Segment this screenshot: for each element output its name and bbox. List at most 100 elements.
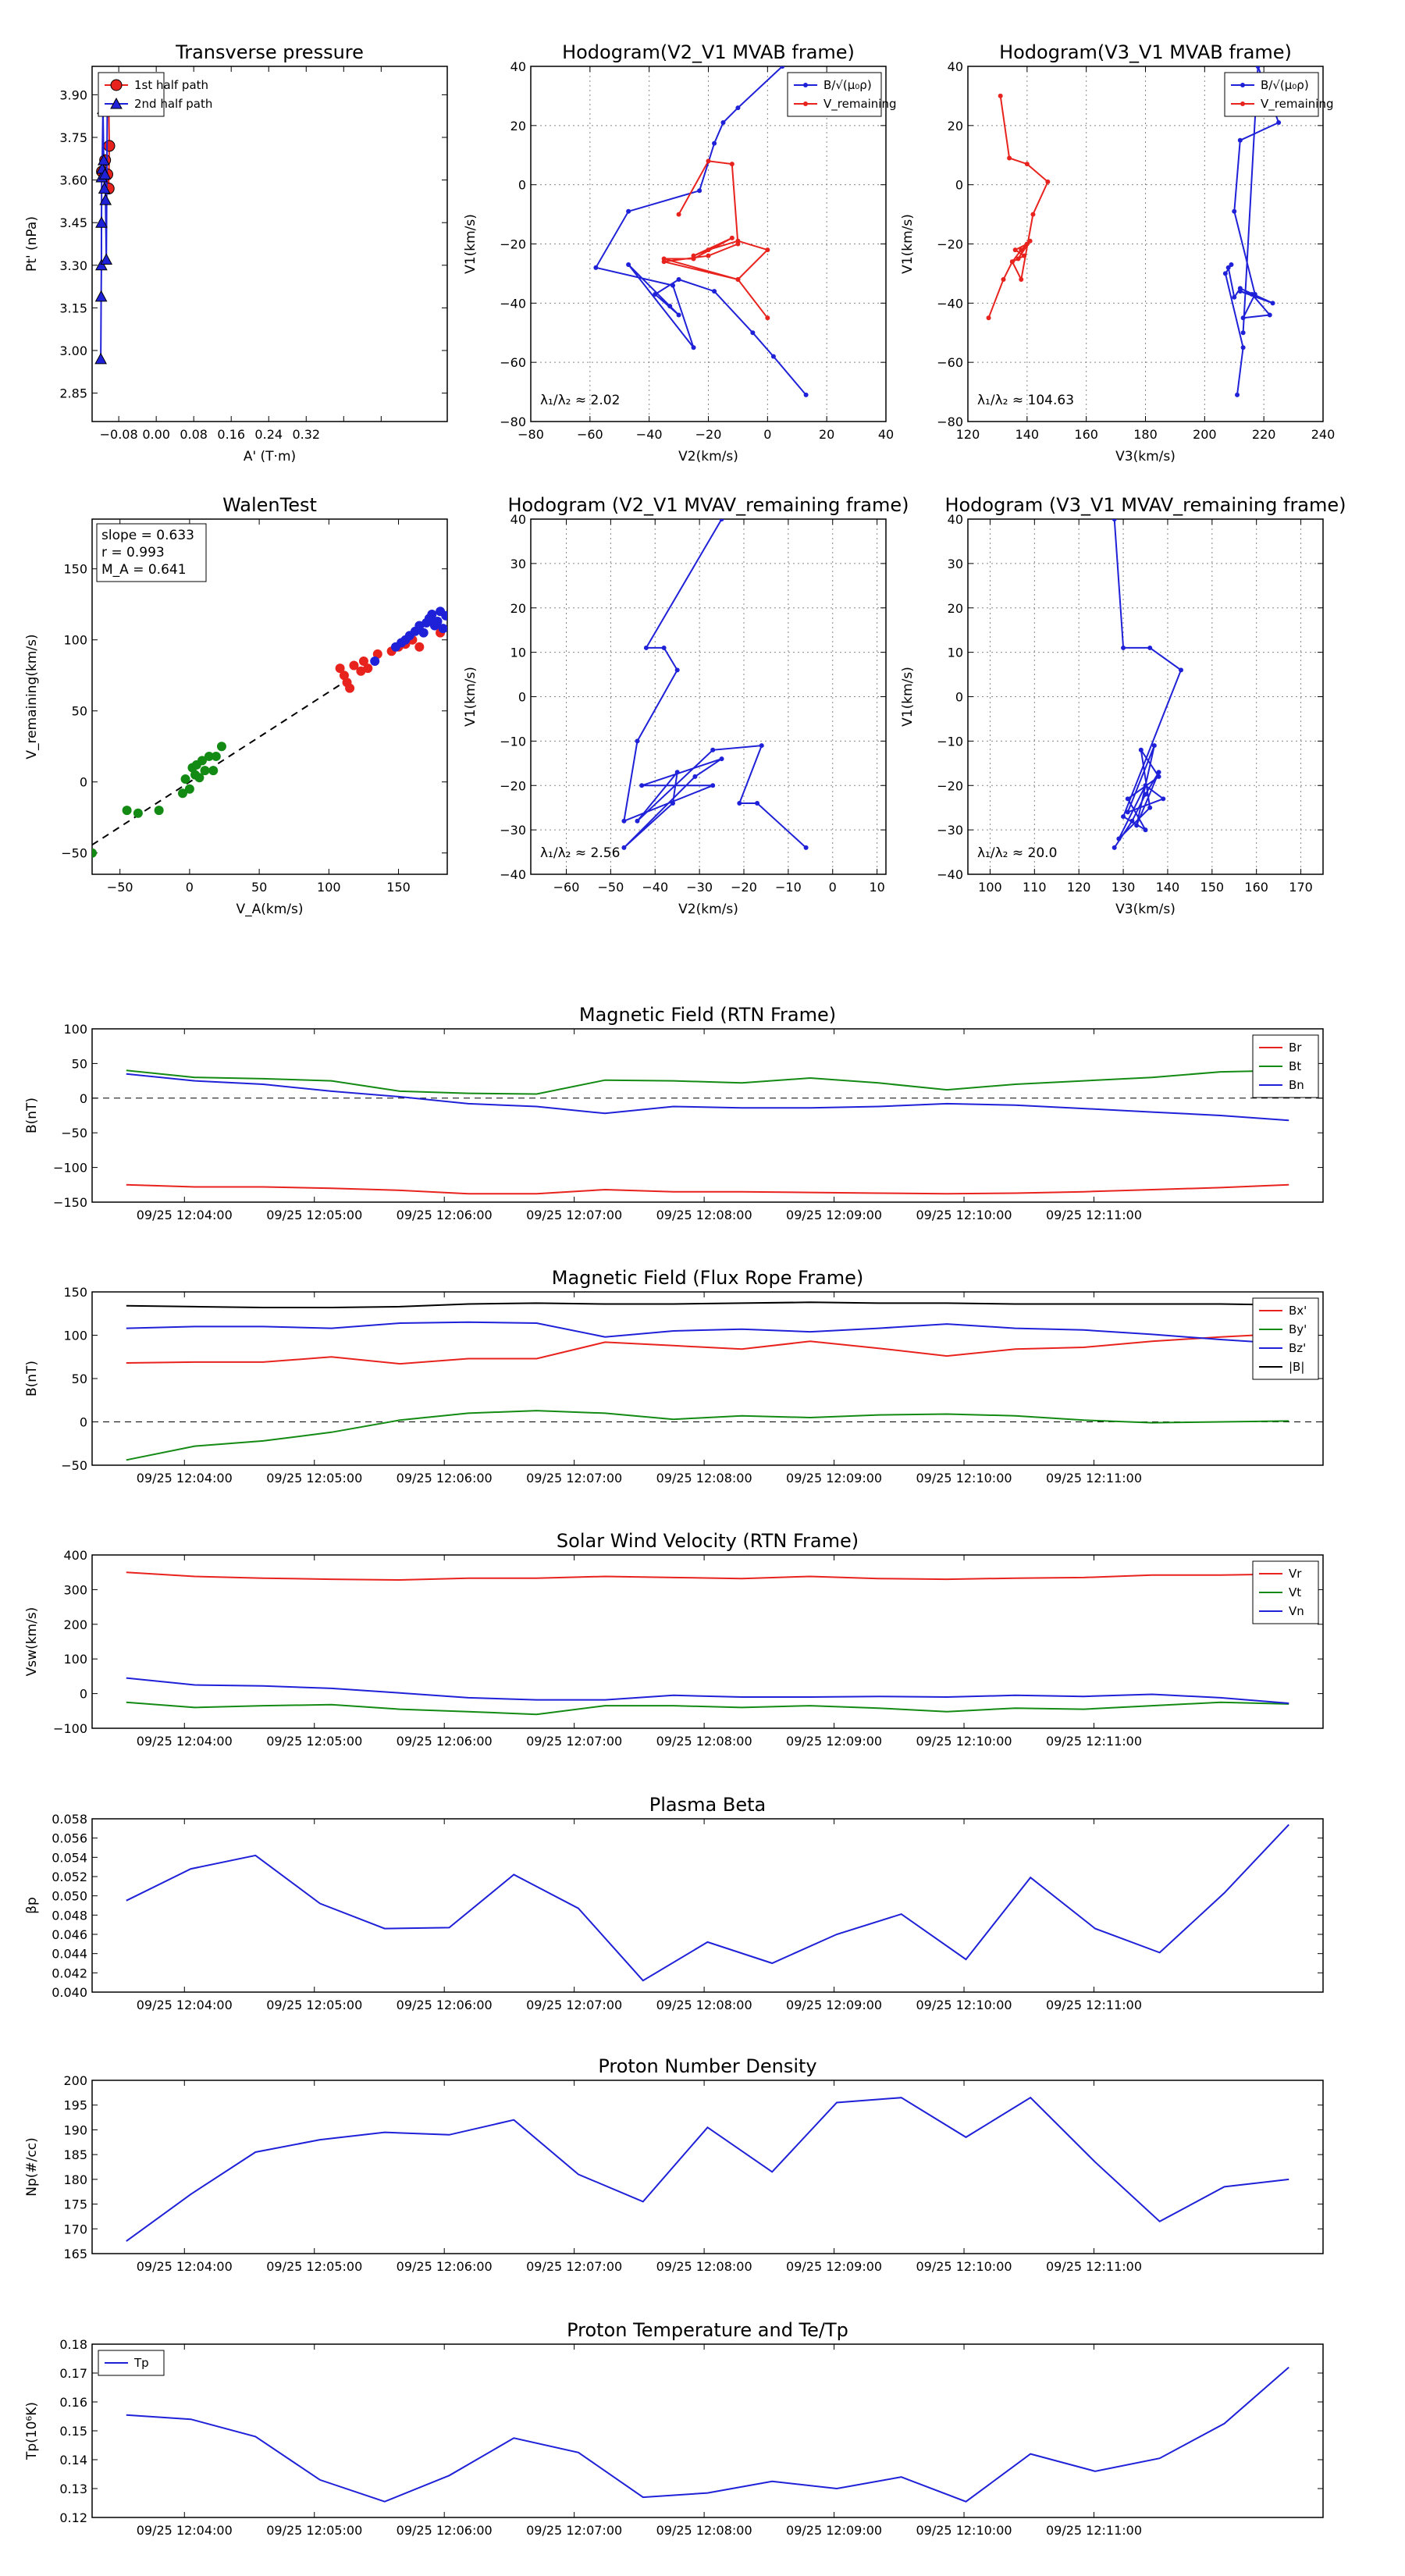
data-point <box>1121 814 1126 820</box>
legend-label: Vt <box>1289 1585 1301 1599</box>
x-tick-label: 200 <box>1193 427 1217 442</box>
data-point <box>621 845 627 850</box>
plot-frame <box>967 518 1324 875</box>
x-axis-label: V3(km/s) <box>1115 449 1176 464</box>
plot-frame <box>967 66 1324 422</box>
data-point <box>719 756 724 762</box>
data-point <box>691 253 696 258</box>
plot-area <box>986 66 1282 397</box>
hodogram-v2-v1-mvav-chart: −60 −50 −40 −30 −20 −10 0 10 −40 −30 −20 −10 0 10 20 30… <box>463 494 909 917</box>
y-tick-label: 0 <box>955 690 963 705</box>
plot-area <box>92 607 447 858</box>
chart-title: Hodogram (V3_V1 MVAV_remaining frame) <box>944 494 1346 516</box>
y-tick-label: −60 <box>937 355 963 370</box>
x-tick-label: 140 <box>1156 880 1180 895</box>
data-point <box>103 140 116 152</box>
y-tick-label: 10 <box>510 646 526 660</box>
data-point <box>180 774 190 785</box>
x-tick-label: 09/25 12:08:00 <box>656 2259 752 2274</box>
data-point <box>98 168 112 180</box>
series-line-bn <box>126 1073 1289 1122</box>
x-tick-label: 09/25 12:05:00 <box>266 1471 362 1485</box>
data-point <box>626 208 631 214</box>
x-tick-label: 09/25 12:05:00 <box>266 2259 362 2274</box>
data-point <box>1125 796 1130 802</box>
data-point <box>1147 805 1153 810</box>
plot-frame <box>91 1818 1324 1993</box>
chart-title: Plasma Beta <box>649 1794 766 1816</box>
data-point <box>639 783 645 788</box>
chart-title: Hodogram(V2_V1 MVAB frame) <box>562 41 855 63</box>
magnetic-field-flux-rope-chart: 09/25 12:04:00 09/25 12:05:00 09/25 12:06:… <box>24 1267 1324 1485</box>
x-tick-label: 09/25 12:06:00 <box>397 1471 493 1485</box>
y-tick-label: 30 <box>948 557 963 571</box>
data-point <box>1045 179 1051 184</box>
y-tick-label: 50 <box>72 1372 87 1386</box>
y-tick-label: 0.054 <box>52 1850 87 1865</box>
stats-line: M_A = 0.641 <box>101 562 187 578</box>
y-tick-label: 3.45 <box>59 215 87 230</box>
data-point <box>1027 238 1033 244</box>
data-point <box>1276 120 1282 126</box>
series-line-vt <box>126 1701 1289 1716</box>
data-point <box>803 83 808 87</box>
data-point <box>1116 836 1122 841</box>
y-tick-label: −150 <box>53 1195 87 1210</box>
x-tick-label: 0.16 <box>217 427 245 442</box>
y-tick-label: 200 <box>63 2073 87 2088</box>
chart-title: Transverse pressure <box>175 41 364 63</box>
data-point <box>99 194 112 205</box>
y-axis-label: V1(km/s) <box>463 667 478 727</box>
data-point <box>216 742 226 752</box>
data-point <box>133 808 143 818</box>
x-tick-label: 09/25 12:10:00 <box>916 1734 1012 1749</box>
x-tick-label: 09/25 12:07:00 <box>526 1208 622 1222</box>
y-tick-label: 0 <box>80 1415 87 1430</box>
data-point <box>697 188 702 194</box>
data-point <box>1112 519 1117 521</box>
x-tick-label: 09/25 12:11:00 <box>1046 2259 1142 2274</box>
x-tick-label: 150 <box>1200 880 1225 895</box>
series-line-vr <box>126 1571 1289 1582</box>
x-tick-label: −20 <box>695 427 722 442</box>
y-tick-label: 180 <box>63 2172 87 2187</box>
y-tick-label: 3.00 <box>59 343 87 358</box>
data-point <box>1024 162 1030 167</box>
x-tick-label: −10 <box>775 880 802 895</box>
data-point <box>154 806 164 816</box>
data-point <box>1255 66 1261 69</box>
y-tick-label: −80 <box>500 415 526 429</box>
chart-title: Proton Number Density <box>598 2055 816 2077</box>
y-tick-label: −10 <box>500 734 526 749</box>
x-tick-label: 09/25 12:11:00 <box>1046 1471 1142 1485</box>
proton-temperature-chart: 09/25 12:04:00 09/25 12:05:00 09/25 12:06:… <box>24 2319 1324 2538</box>
data-point <box>1012 247 1018 253</box>
data-point <box>770 354 776 359</box>
data-point <box>1222 271 1228 276</box>
data-point <box>1237 137 1243 143</box>
x-tick-label: 09/25 12:08:00 <box>656 2523 752 2538</box>
data-point <box>94 352 107 365</box>
x-tick-label: 110 <box>1023 880 1047 895</box>
x-axis-label: V2(km/s) <box>678 449 738 464</box>
data-point <box>626 262 631 268</box>
x-tick-label: −40 <box>636 427 663 442</box>
plot-area <box>92 1069 1323 1195</box>
legend-box <box>1252 1297 1319 1380</box>
proton-number-density-chart: 09/25 12:04:00 09/25 12:05:00 09/25 12:06:… <box>24 2055 1324 2274</box>
y-tick-label: 20 <box>510 601 526 616</box>
y-tick-label: 0.056 <box>52 1831 87 1846</box>
y-tick-label: −20 <box>500 778 526 793</box>
x-tick-label: 0.00 <box>142 427 170 442</box>
series-line-b <box>594 66 807 396</box>
y-tick-label: −50 <box>61 1458 87 1473</box>
data-point <box>691 345 696 350</box>
data-point <box>1125 809 1130 815</box>
y-tick-label: 150 <box>63 562 87 577</box>
data-point <box>1237 289 1243 294</box>
y-axis-label: V1(km/s) <box>900 667 916 727</box>
x-tick-label: 180 <box>1133 427 1158 442</box>
series-line-vn <box>126 1677 1289 1704</box>
data-point <box>1143 827 1148 833</box>
data-point <box>719 519 724 521</box>
